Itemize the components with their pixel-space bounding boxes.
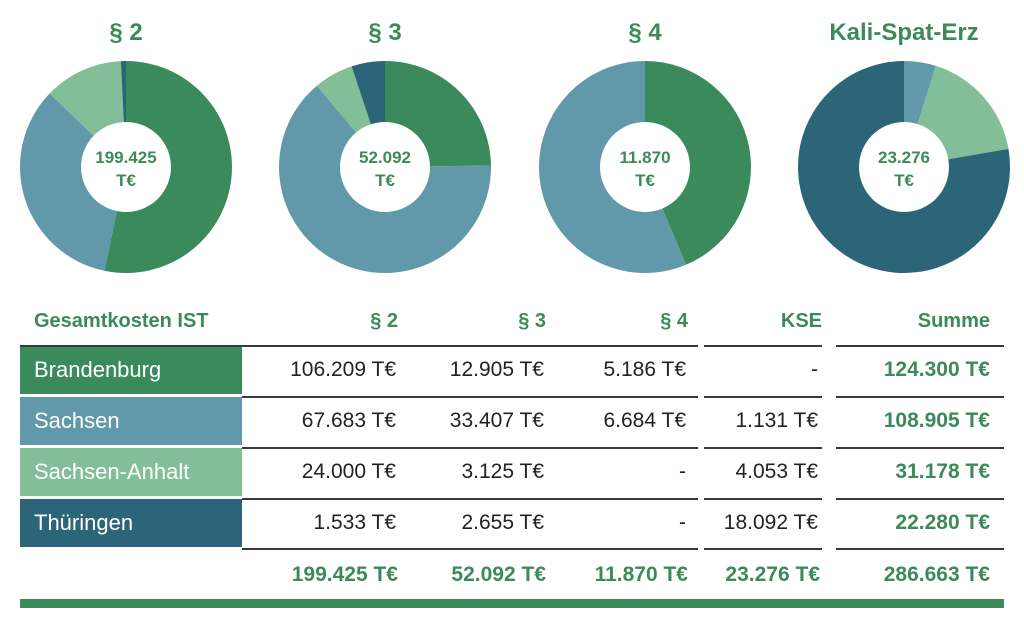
- row-label: Sachsen-Anhalt: [20, 448, 242, 496]
- table-cell: 6.684 T€: [603, 409, 686, 432]
- col-header-par3: § 3: [518, 310, 546, 332]
- column-total: 199.425 T€: [291, 563, 398, 586]
- donut-hole: [340, 122, 430, 212]
- row-label: Sachsen: [20, 397, 242, 445]
- row-sum: 124.300 T€: [883, 358, 990, 381]
- chart-title: § 2: [109, 19, 142, 46]
- col-header-summe: Summe: [917, 310, 990, 332]
- slice-brandenburg: [645, 61, 752, 265]
- row-divider: [242, 548, 698, 550]
- chart-title: § 4: [628, 19, 662, 46]
- col-header-par2: § 2: [370, 310, 398, 332]
- donut-chart-1: § 2 199.425 T€: [19, 19, 232, 273]
- row-divider: [242, 498, 698, 500]
- row-label: Thüringen: [20, 499, 242, 547]
- row-divider: [836, 447, 1004, 449]
- donut-chart-3: § 4 11.870 T€: [539, 19, 752, 273]
- center-total-label: T€: [894, 171, 914, 190]
- row-divider: [836, 345, 1004, 347]
- chart-title: § 3: [368, 19, 401, 46]
- center-total-label: T€: [635, 171, 655, 190]
- table-cell: 4.053 T€: [735, 460, 818, 483]
- row-divider: [836, 498, 1004, 500]
- row-divider: [704, 345, 822, 347]
- table-cell: -: [811, 358, 818, 381]
- column-total: 11.870 T€: [594, 563, 688, 586]
- table-cell: 67.683 T€: [301, 409, 396, 432]
- row-divider: [836, 548, 1004, 550]
- table-cell: -: [679, 511, 686, 534]
- row-divider: [704, 548, 822, 550]
- slice-sachsen: [19, 93, 127, 271]
- row-divider: [242, 447, 698, 449]
- table-cell: 33.407 T€: [449, 409, 544, 432]
- donut-hole: [600, 122, 690, 212]
- row-divider: [704, 447, 822, 449]
- center-total-label: 11.870: [619, 148, 670, 167]
- center-total-label: 199.425: [95, 148, 156, 167]
- row-divider: [836, 396, 1004, 398]
- column-total: 52.092 T€: [451, 563, 546, 586]
- row-divider: [704, 396, 822, 398]
- table-cell: -: [679, 460, 686, 483]
- center-total-label: T€: [116, 171, 136, 190]
- donut-hole: [81, 122, 171, 212]
- table-corner-label: Gesamtkosten IST: [34, 310, 209, 332]
- row-divider: [242, 396, 698, 398]
- row-label: Brandenburg: [20, 346, 242, 394]
- column-total: 23.276 T€: [725, 563, 820, 586]
- table-cell: 3.125 T€: [461, 460, 544, 483]
- row-sum: 31.178 T€: [895, 460, 990, 483]
- row-divider: [20, 345, 698, 347]
- table-cell: 5.186 T€: [603, 358, 686, 381]
- table-cell: 1.533 T€: [313, 511, 396, 534]
- footer-bar: [20, 599, 1004, 608]
- center-total-label: T€: [375, 171, 395, 190]
- center-total-label: 23.276: [878, 148, 930, 167]
- column-total: 286.663 T€: [883, 563, 990, 586]
- table-cell: 2.655 T€: [461, 511, 544, 534]
- table-cell: 18.092 T€: [723, 511, 818, 534]
- col-header-kse: KSE: [780, 310, 822, 332]
- donut-chart-4: Kali-Spat-Erz 23.276 T€: [798, 19, 1011, 273]
- table-cell: 24.000 T€: [301, 460, 396, 483]
- table-cell: 1.131 T€: [735, 409, 818, 432]
- row-sum: 108.905 T€: [883, 409, 990, 432]
- donut-chart-2: § 3 52.092 T€: [279, 19, 492, 273]
- chart-title: Kali-Spat-Erz: [829, 19, 978, 46]
- donut-hole: [859, 122, 949, 212]
- col-header-par4: § 4: [660, 310, 688, 332]
- table-cell: 106.209 T€: [290, 358, 396, 381]
- center-total-label: 52.092: [359, 148, 411, 167]
- row-divider: [704, 498, 822, 500]
- row-sum: 22.280 T€: [895, 511, 990, 534]
- table-cell: 12.905 T€: [449, 358, 544, 381]
